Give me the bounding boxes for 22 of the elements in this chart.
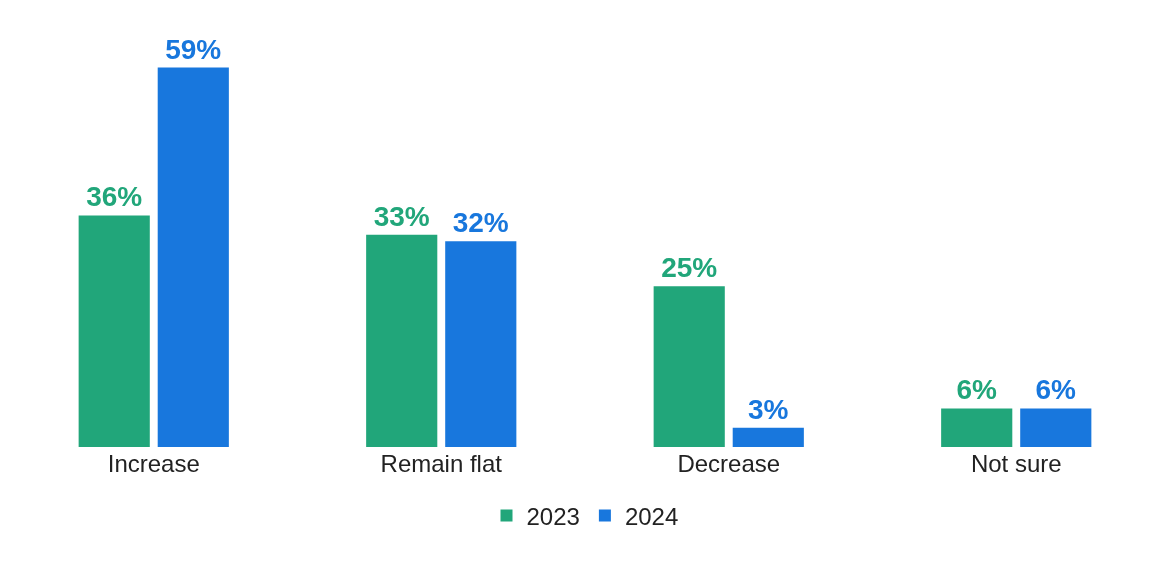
legend-label: 2024 [624,502,679,530]
bar [653,286,725,447]
bar [157,67,229,447]
data-label: 36% [86,181,143,213]
x-tick-label: Remain flat [380,450,503,477]
bar [732,427,804,447]
data-label: 33% [373,200,430,232]
data-label: 25% [661,252,718,284]
bar [445,241,517,447]
bar [941,408,1013,447]
bar [78,215,150,447]
bar [366,234,438,447]
data-label: 6% [956,374,998,406]
data-label: 3% [747,393,789,425]
data-label: 59% [165,33,222,65]
x-tick-label: Not sure [970,450,1062,477]
x-tick-label: Increase [107,450,200,477]
data-label: 6% [1035,374,1077,406]
data-label: 32% [452,207,509,239]
x-tick-label: Decrease [677,450,781,477]
bar [1020,408,1092,447]
legend-label: 2023 [526,502,580,530]
